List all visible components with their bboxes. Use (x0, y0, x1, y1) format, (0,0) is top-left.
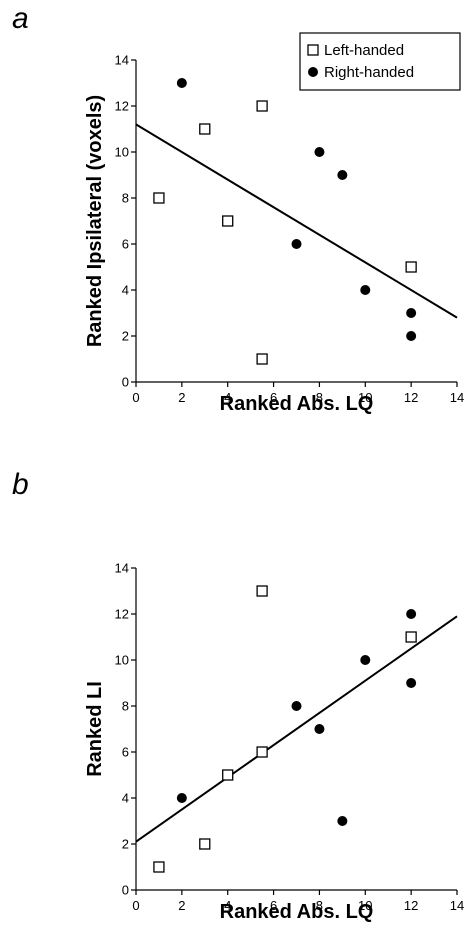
y-tick-label: 14 (115, 53, 129, 68)
legend-label: Right-handed (324, 64, 414, 81)
data-point-right-handed (314, 147, 325, 157)
y-tick-label: 2 (122, 837, 129, 852)
x-tick-label: 12 (404, 898, 418, 913)
data-point-right-handed (176, 78, 187, 88)
legend-label: Left-handed (324, 42, 404, 59)
data-point-left-handed (153, 192, 165, 204)
data-point-right-handed (337, 170, 348, 180)
legend: Left-handed Right-handed (299, 32, 461, 91)
x-axis-title: Ranked Abs. LQ (220, 393, 374, 415)
regression-line (135, 123, 458, 319)
panel-a-label: a (12, 2, 29, 35)
y-axis-title: Ranked LI (84, 681, 106, 777)
y-tick-label: 0 (122, 883, 129, 898)
data-point-left-handed (256, 746, 268, 758)
y-tick-label: 10 (115, 653, 129, 668)
data-point-right-handed (176, 793, 187, 803)
x-tick-label: 8 (316, 390, 323, 405)
x-tick-label: 2 (178, 390, 185, 405)
y-tick-label: 10 (115, 145, 129, 160)
x-tick-label: 10 (358, 390, 372, 405)
x-axis-title: Ranked Abs. LQ (220, 901, 374, 923)
data-point-right-handed (406, 609, 417, 619)
legend-marker-square (307, 44, 319, 56)
y-tick-label: 6 (122, 237, 129, 252)
data-point-left-handed (405, 631, 417, 643)
x-tick-label: 6 (270, 898, 277, 913)
y-tick-label: 12 (115, 99, 129, 114)
data-point-left-handed (256, 585, 268, 597)
regression-line (135, 615, 458, 843)
data-point-right-handed (406, 331, 417, 341)
y-tick-label: 4 (122, 283, 129, 298)
y-tick-label: 4 (122, 791, 129, 806)
chart-panel-a: 0 2 4 6 8 10 12 14 0 2 4 6 8 10 12 14 Ranked Abs. LQ Rank… (84, 32, 464, 415)
data-point-left-handed (256, 100, 268, 112)
y-axis-title: Ranked Ipsilateral (voxels) (84, 95, 106, 347)
y-tick-label: 0 (122, 375, 129, 390)
data-point-left-handed (222, 215, 234, 227)
y-tick-label: 12 (115, 607, 129, 622)
data-point-right-handed (291, 701, 302, 711)
data-point-right-handed (360, 655, 371, 665)
panel-b-label: b (12, 468, 29, 501)
y-tick-label: 14 (115, 561, 129, 576)
data-point-right-handed (406, 678, 417, 688)
data-point-right-handed (314, 724, 325, 734)
x-tick-label: 14 (450, 898, 464, 913)
x-tick-label: 4 (224, 898, 231, 913)
x-tick-label: 10 (358, 898, 372, 913)
legend-marker-circle (308, 67, 318, 77)
x-tick-label: 12 (404, 390, 418, 405)
data-point-left-handed (199, 123, 211, 135)
x-tick-label: 0 (132, 390, 139, 405)
y-tick-label: 8 (122, 191, 129, 206)
data-point-left-handed (256, 353, 268, 365)
x-tick-label: 2 (178, 898, 185, 913)
data-point-left-handed (222, 769, 234, 781)
x-tick-label: 6 (270, 390, 277, 405)
legend-box (299, 32, 461, 91)
x-tick-label: 14 (450, 390, 464, 405)
data-point-left-handed (405, 261, 417, 273)
data-point-right-handed (291, 239, 302, 249)
x-tick-label: 4 (224, 390, 231, 405)
data-point-left-handed (153, 861, 165, 873)
data-point-right-handed (360, 285, 371, 295)
y-tick-label: 6 (122, 745, 129, 760)
y-tick-label: 2 (122, 329, 129, 344)
data-point-right-handed (337, 816, 348, 826)
data-point-left-handed (199, 838, 211, 850)
y-tick-label: 8 (122, 699, 129, 714)
x-tick-label: 8 (316, 898, 323, 913)
chart-panel-b: 0 2 4 6 8 10 12 14 0 2 4 6 8 10 12 14 Ranked Abs. LQ Rank… (84, 561, 464, 924)
data-point-right-handed (406, 308, 417, 318)
x-tick-label: 0 (132, 898, 139, 913)
